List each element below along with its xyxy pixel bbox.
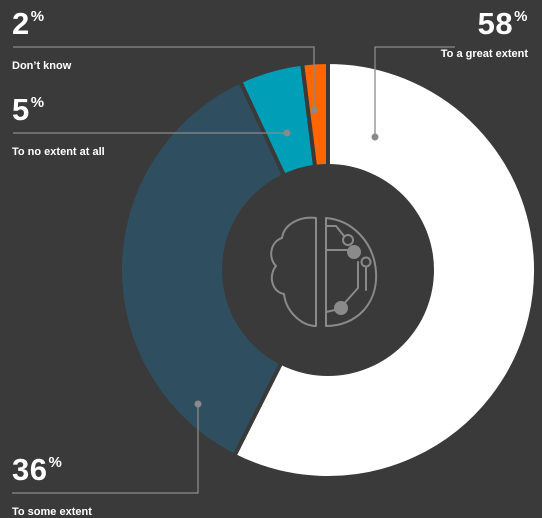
pct-dont-know: 2% xyxy=(12,8,71,39)
pct-value: 5 xyxy=(12,92,30,127)
leader-dot-dontknow xyxy=(310,106,318,114)
brain-circuit-icon xyxy=(270,216,378,327)
leader-dot-none xyxy=(283,129,291,137)
caption-great-extent: To a great extent xyxy=(440,48,528,60)
pct-great-extent: 58% xyxy=(441,8,528,39)
pct-sign: % xyxy=(30,94,45,111)
leader-line-some xyxy=(12,404,199,494)
leader-line-great xyxy=(374,46,455,137)
pct-value: 58 xyxy=(477,6,514,41)
leader-dots xyxy=(194,106,379,408)
pct-no-extent: 5% xyxy=(12,94,105,125)
pct-sign: % xyxy=(514,8,528,25)
pct-sign: % xyxy=(48,454,63,471)
label-some-extent: 36% To some extent xyxy=(12,454,92,518)
leader-dot-some xyxy=(194,400,202,408)
label-dont-know: 2% Don’t know xyxy=(12,8,71,72)
donut-hole xyxy=(222,164,434,376)
caption-dont-know: Don’t know xyxy=(12,60,72,72)
caption-some-extent: To some extent xyxy=(12,506,92,518)
pct-sign: % xyxy=(30,8,45,25)
pct-value: 2 xyxy=(12,6,30,41)
label-great-extent: 58% To a great extent xyxy=(441,8,528,60)
leader-lines xyxy=(12,46,455,494)
caption-no-extent: To no extent at all xyxy=(12,146,105,158)
pct-value: 36 xyxy=(12,452,48,487)
label-no-extent: 5% To no extent at all xyxy=(12,94,105,158)
leader-dot-great xyxy=(371,133,379,141)
leader-line-dontknow xyxy=(13,46,315,110)
pct-some-extent: 36% xyxy=(12,454,92,485)
